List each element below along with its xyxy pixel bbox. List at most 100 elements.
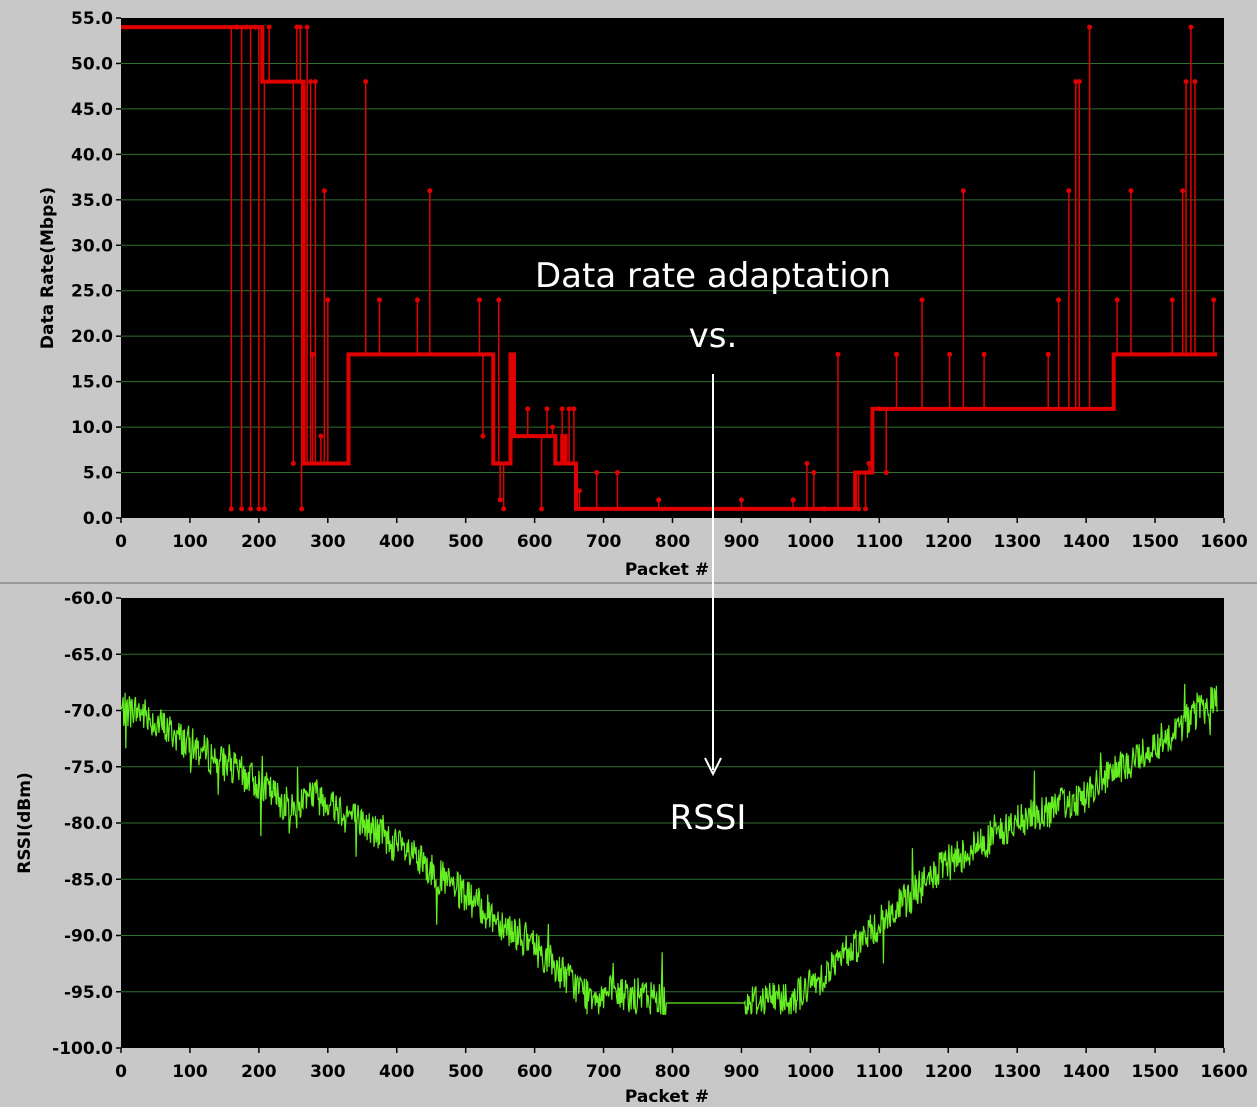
rssi-y-axis-title: RSSI(dBm) xyxy=(15,772,35,874)
rate-point xyxy=(571,406,577,412)
rssi-line xyxy=(120,683,1218,1016)
rate-point xyxy=(234,24,240,30)
rate-point xyxy=(501,506,507,512)
x-tick-label: 1100 xyxy=(856,532,903,552)
y-tick-label: 30.0 xyxy=(71,236,113,256)
annotation-rssi: RSSI xyxy=(670,798,747,838)
x-tick-label: 1200 xyxy=(925,532,972,552)
x-tick-label: 200 xyxy=(241,1062,277,1082)
x-tick-label: 1500 xyxy=(1131,1062,1178,1082)
rate-point xyxy=(427,188,433,194)
rate-point xyxy=(290,460,296,466)
y-tick-label: 40.0 xyxy=(71,145,113,165)
rate-point xyxy=(835,351,841,357)
rate-point xyxy=(252,24,258,30)
y-tick-label: 45.0 xyxy=(71,100,113,120)
x-tick-label: 100 xyxy=(172,532,208,552)
rate-point xyxy=(821,506,827,512)
rate-point xyxy=(856,506,862,512)
rssi-x-axis-title: Packet # xyxy=(625,1087,709,1107)
x-tick-label: 1100 xyxy=(856,1062,903,1082)
annotation-group: Data rate adaptation vs. RSSI xyxy=(535,256,891,838)
rate-point xyxy=(539,506,545,512)
rate-point xyxy=(496,297,502,303)
rate-point xyxy=(297,24,303,30)
x-tick-label: 1200 xyxy=(925,1062,972,1082)
rate-point xyxy=(248,506,254,512)
y-tick-label: 15.0 xyxy=(71,373,113,393)
rate-point xyxy=(566,406,572,412)
x-tick-label: 1000 xyxy=(787,532,834,552)
rate-step-line xyxy=(121,25,1218,511)
rate-point xyxy=(239,506,245,512)
x-tick-label: 1600 xyxy=(1200,1062,1247,1082)
rate-y-axis-title: Data Rate(Mbps) xyxy=(38,187,58,349)
x-tick-label: 1500 xyxy=(1131,532,1178,552)
y-tick-label: 20.0 xyxy=(71,327,113,347)
x-tick-label: 700 xyxy=(586,532,622,552)
y-tick-label: -65.0 xyxy=(64,645,113,665)
rate-point xyxy=(325,297,331,303)
rate-point xyxy=(243,24,249,30)
rate-point xyxy=(312,79,318,85)
rssi-y-ticks: -100.0 -95.0 -90.0 -85.0 -80.0 -75.0 -70.0 -65.… xyxy=(52,589,121,1059)
y-tick-label: -60.0 xyxy=(64,589,113,609)
rate-point xyxy=(866,460,872,466)
rate-point xyxy=(261,506,267,512)
annotation-vs: vs. xyxy=(689,316,738,356)
x-tick-label: 1300 xyxy=(994,1062,1041,1082)
rate-point xyxy=(480,433,486,439)
rate-point xyxy=(497,497,503,503)
rate-point xyxy=(1073,79,1079,85)
x-tick-label: 300 xyxy=(310,532,346,552)
rssi-panel: -100.0 -95.0 -90.0 -85.0 -80.0 -75.0 -70.0 -65.… xyxy=(15,589,1248,1107)
rate-point xyxy=(960,188,966,194)
rate-point xyxy=(919,297,925,303)
rate-point xyxy=(1192,79,1198,85)
rate-point xyxy=(947,351,953,357)
rate-point xyxy=(981,351,987,357)
rate-point xyxy=(544,406,550,412)
rate-point xyxy=(228,506,234,512)
rssi-series xyxy=(120,683,1218,1016)
x-tick-label: 800 xyxy=(655,1062,691,1082)
rate-point xyxy=(318,433,324,439)
rate-point xyxy=(559,406,565,412)
y-tick-label: 5.0 xyxy=(83,464,113,484)
rate-point xyxy=(1066,188,1072,194)
rate-point xyxy=(550,424,556,430)
y-tick-label: -75.0 xyxy=(64,758,113,778)
y-tick-label: 0.0 xyxy=(83,509,113,529)
x-tick-label: 500 xyxy=(448,1062,484,1082)
rate-point xyxy=(614,470,620,476)
rate-point xyxy=(876,406,882,412)
y-tick-label: -90.0 xyxy=(64,927,113,947)
rate-point xyxy=(476,297,482,303)
rate-point xyxy=(1169,297,1175,303)
rate-point xyxy=(894,351,900,357)
rate-point xyxy=(594,470,600,476)
rate-point xyxy=(1076,79,1082,85)
rate-y-ticks: 0.0 5.0 10.0 15.0 20.0 25.0 30.0 35.0 40.0 45.0 50… xyxy=(71,9,121,529)
rate-point xyxy=(738,497,744,503)
rssi-x-ticks: 0 100 200 300 400 500 600 700 800 900 1000 1100 1200… xyxy=(115,1048,1248,1082)
rate-point xyxy=(304,24,310,30)
y-tick-label: -95.0 xyxy=(64,983,113,1003)
x-tick-label: 1000 xyxy=(787,1062,834,1082)
x-tick-label: 600 xyxy=(517,1062,553,1082)
y-tick-label: -80.0 xyxy=(64,814,113,834)
rate-point xyxy=(1087,24,1093,30)
x-tick-label: 900 xyxy=(724,532,760,552)
x-tick-label: 100 xyxy=(172,1062,208,1082)
rate-point xyxy=(1045,351,1051,357)
rate-x-axis-title: Packet # xyxy=(625,560,709,580)
rate-point xyxy=(1211,297,1217,303)
x-tick-label: 400 xyxy=(379,532,415,552)
y-tick-label: 50.0 xyxy=(71,54,113,74)
rate-point xyxy=(804,460,810,466)
rate-point xyxy=(363,79,369,85)
y-tick-label: -85.0 xyxy=(64,870,113,890)
y-tick-label: 25.0 xyxy=(71,282,113,302)
rate-point xyxy=(1114,297,1120,303)
